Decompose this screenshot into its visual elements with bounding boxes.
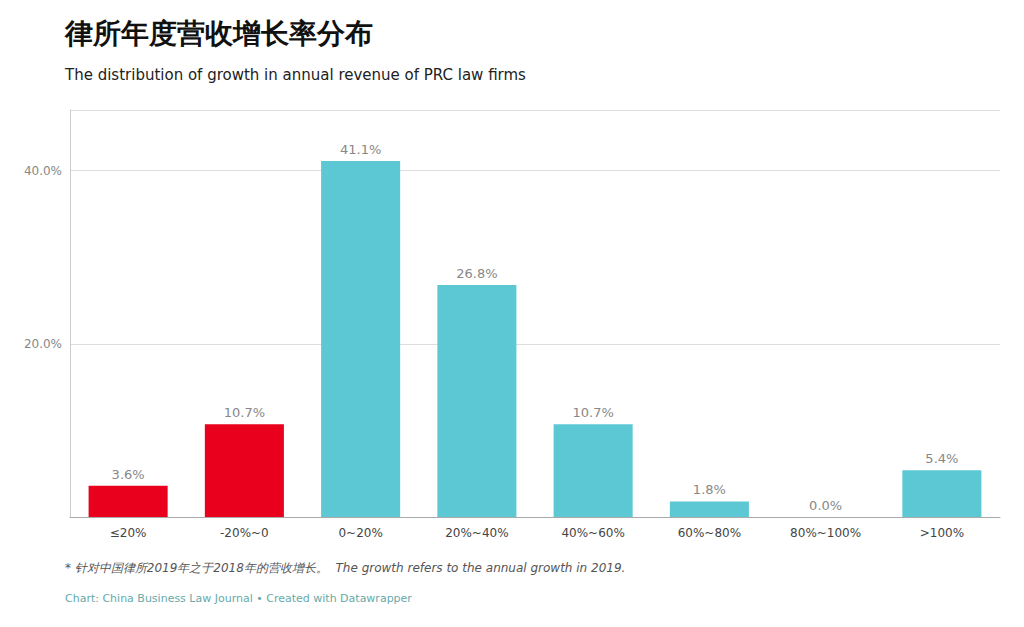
svg-text:10.7%: 10.7% <box>572 405 613 420</box>
svg-text:20.0%: 20.0% <box>24 337 62 351</box>
svg-text:60%~80%: 60%~80% <box>678 526 741 540</box>
svg-text:40%~60%: 40%~60% <box>561 526 624 540</box>
svg-text:41.1%: 41.1% <box>340 142 381 157</box>
svg-text:80%~100%: 80%~100% <box>790 526 861 540</box>
svg-text:5.4%: 5.4% <box>925 451 958 466</box>
svg-text:1.8%: 1.8% <box>693 482 726 497</box>
svg-text:0.0%: 0.0% <box>809 498 842 513</box>
svg-text:* 针对中国律所2019年之于2018年的营收增长。 Th: * 针对中国律所2019年之于2018年的营收增长。 The growth re… <box>65 561 625 575</box>
svg-text:≤20%: ≤20% <box>110 526 147 540</box>
svg-text:10.7%: 10.7% <box>224 405 265 420</box>
svg-text:Chart: China Business Law Jour: Chart: China Business Law Journal • Crea… <box>65 592 412 605</box>
svg-text:3.6%: 3.6% <box>112 467 145 482</box>
svg-text:0~20%: 0~20% <box>338 526 382 540</box>
svg-text:26.8%: 26.8% <box>456 266 497 281</box>
svg-text:律所年度营收增长率分布: 律所年度营收增长率分布 <box>64 17 373 50</box>
svg-text:40.0%: 40.0% <box>24 164 62 178</box>
svg-text:>100%: >100% <box>920 526 964 540</box>
svg-text:20%~40%: 20%~40% <box>445 526 508 540</box>
svg-text:The distribution of growth in: The distribution of growth in annual rev… <box>64 66 526 84</box>
svg-text:-20%~0: -20%~0 <box>220 526 269 540</box>
